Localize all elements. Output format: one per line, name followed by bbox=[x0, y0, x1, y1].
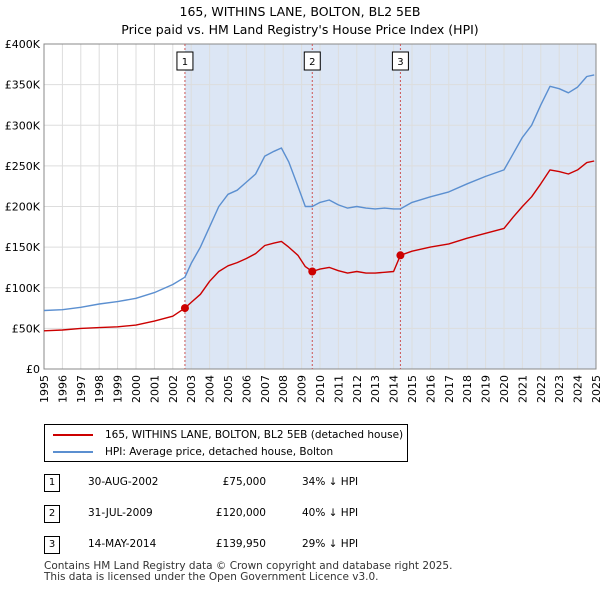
y-tick-label: £0 bbox=[26, 363, 40, 376]
sale-point bbox=[308, 267, 317, 276]
legend-item-property: 165, WITHINS LANE, BOLTON, BL2 5EB (deta… bbox=[53, 427, 403, 443]
x-tick-label: 2022 bbox=[535, 375, 548, 403]
sale-number-label: 1 bbox=[182, 57, 188, 68]
transaction-date: 31-JUL-2009 bbox=[88, 507, 153, 519]
footer-copyright: Contains HM Land Registry data © Crown c… bbox=[44, 560, 453, 572]
x-tick-label: 2000 bbox=[130, 375, 143, 403]
x-tick-label: 2021 bbox=[516, 375, 529, 403]
x-tick-label: 2011 bbox=[332, 375, 345, 403]
legend: 165, WITHINS LANE, BOLTON, BL2 5EB (deta… bbox=[44, 424, 408, 462]
sale-number-label: 3 bbox=[397, 57, 403, 68]
footer-licence: This data is licensed under the Open Gov… bbox=[44, 571, 379, 583]
x-tick-label: 1999 bbox=[112, 375, 125, 403]
x-tick-label: 1997 bbox=[75, 375, 88, 403]
sale-number-box bbox=[391, 51, 409, 71]
plot-border bbox=[43, 43, 597, 370]
chart-subtitle: Price paid vs. HM Land Registry's House … bbox=[121, 22, 479, 37]
sale-number-box bbox=[303, 51, 321, 71]
transaction-price: £75,000 bbox=[222, 476, 266, 488]
x-tick-label: 2012 bbox=[351, 375, 364, 403]
x-tick-label: 2008 bbox=[277, 375, 290, 403]
x-tick-label: 2023 bbox=[553, 375, 566, 403]
legend-label-hpi: HPI: Average price, detached house, Bolt… bbox=[105, 446, 334, 458]
x-tick-label: 2014 bbox=[388, 375, 401, 403]
x-tick-label: 2010 bbox=[314, 375, 327, 403]
x-tick-label: 2004 bbox=[204, 375, 217, 403]
x-tick-label: 2019 bbox=[480, 375, 493, 403]
sale-number-box bbox=[176, 51, 194, 71]
x-tick-label: 2025 bbox=[590, 375, 600, 403]
chart-title: 165, WITHINS LANE, BOLTON, BL2 5EB bbox=[179, 4, 421, 19]
price-chart: £0 £50K £100K £150K £200K £250K £300K £350K £400… bbox=[5, 38, 600, 403]
x-tick-label: 2006 bbox=[240, 375, 253, 403]
sale-point bbox=[180, 304, 189, 313]
x-tick-label: 1998 bbox=[93, 375, 106, 403]
transaction-hpi-diff: 29% ↓ HPI bbox=[302, 538, 359, 550]
x-tick-label: 2020 bbox=[498, 375, 511, 403]
y-tick-label: £250K bbox=[5, 160, 41, 173]
transaction-number: 2 bbox=[44, 505, 60, 523]
x-tick-label: 2009 bbox=[296, 375, 309, 403]
x-tick-label: 2016 bbox=[424, 375, 437, 403]
legend-item-hpi: HPI: Average price, detached house, Bolt… bbox=[53, 444, 333, 460]
sale-point bbox=[396, 251, 405, 260]
x-tick-label: 2001 bbox=[148, 375, 161, 403]
x-tick-label: 2007 bbox=[259, 375, 272, 403]
y-tick-label: £100K bbox=[5, 282, 41, 295]
transaction-number: 1 bbox=[44, 474, 60, 492]
x-tick-label: 2013 bbox=[369, 375, 382, 403]
x-tick-label: 1995 bbox=[38, 375, 51, 403]
transaction-price: £120,000 bbox=[215, 507, 266, 519]
y-tick-label: £350K bbox=[5, 79, 41, 92]
y-tick-label: £200K bbox=[5, 201, 41, 214]
x-tick-label: 2002 bbox=[167, 375, 180, 403]
sale-number-label: 2 bbox=[309, 57, 315, 68]
x-tick-label: 2024 bbox=[572, 375, 585, 403]
transaction-price: £139,950 bbox=[215, 538, 266, 550]
legend-label-property: 165, WITHINS LANE, BOLTON, BL2 5EB (deta… bbox=[105, 429, 404, 441]
legend-swatch-hpi bbox=[53, 451, 93, 453]
x-tick-label: 2005 bbox=[222, 375, 235, 403]
y-tick-label: £400K bbox=[5, 38, 41, 51]
x-tick-label: 1996 bbox=[56, 375, 69, 403]
y-tick-label: £150K bbox=[5, 241, 41, 254]
x-tick-label: 2018 bbox=[461, 375, 474, 403]
transaction-date: 30-AUG-2002 bbox=[88, 476, 159, 488]
footer: Contains HM Land Registry data © Crown c… bbox=[44, 561, 452, 583]
transaction-hpi-diff: 34% ↓ HPI bbox=[302, 476, 359, 488]
y-tick-label: £50K bbox=[12, 322, 41, 335]
hpi-series-line bbox=[43, 74, 595, 312]
y-tick-label: £300K bbox=[5, 119, 41, 132]
x-tick-label: 2015 bbox=[406, 375, 419, 403]
x-tick-label: 2003 bbox=[185, 375, 198, 403]
transaction-hpi-diff: 40% ↓ HPI bbox=[302, 507, 359, 519]
x-tick-label: 2017 bbox=[443, 375, 456, 403]
transaction-number: 3 bbox=[44, 536, 60, 554]
transaction-date: 14-MAY-2014 bbox=[88, 538, 157, 550]
legend-swatch-property bbox=[53, 434, 93, 436]
